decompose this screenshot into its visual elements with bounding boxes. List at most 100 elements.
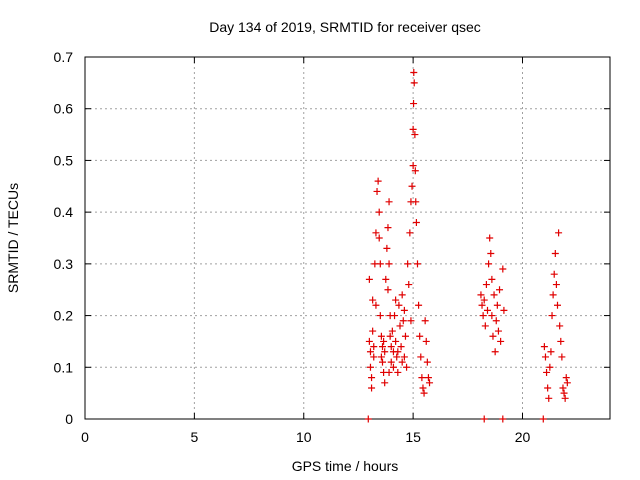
data-point [394,348,402,356]
data-point [556,322,564,330]
grid [85,57,610,419]
y-tick-label: 0.7 [54,49,74,65]
data-point [404,260,412,268]
data-point [419,384,427,392]
x-tick-label: 15 [405,429,421,445]
data-point [539,415,547,423]
data-point [398,291,406,299]
y-tick-label: 0.1 [54,359,74,375]
data-point [401,332,409,340]
data-point [559,384,567,392]
data-point [410,69,418,77]
data-point [480,415,488,423]
y-tick-label: 0.4 [54,204,74,220]
data-point [364,415,372,423]
data-point [400,306,408,314]
data-point [415,301,423,309]
data-point [490,291,498,299]
data-point [558,353,566,361]
data-point [368,374,376,382]
data-point [377,332,385,340]
data-point [398,358,406,366]
data-point [547,348,555,356]
data-point [487,250,495,258]
data-point [372,301,380,309]
data-point [383,244,391,252]
data-point [562,374,570,382]
data-point [381,348,389,356]
data-point [414,260,421,268]
data-point [478,301,486,309]
data-point [424,374,432,382]
data-point [488,275,496,283]
data-point [386,332,394,340]
x-axis-label: GPS time / hours [292,458,399,474]
data-point [410,79,418,87]
data-point [389,363,397,371]
data-point [366,363,374,371]
data-point [493,301,501,309]
data-point [555,229,563,237]
data-point [548,312,556,320]
chart-title: Day 134 of 2019, SRMTID for receiver qse… [209,19,481,35]
data-point [426,379,434,387]
data-point [482,281,490,289]
plot-frame [84,56,611,420]
data-point [380,337,388,345]
y-tick-label: 0.5 [54,152,74,168]
data-point [541,353,549,361]
data-point [388,327,396,335]
data-point [488,312,496,320]
data-point [365,275,373,283]
data-point [411,167,419,175]
data-point [400,353,408,361]
data-point [544,384,552,392]
data-point [412,218,420,226]
data-point [379,343,386,351]
data-point [384,224,392,232]
y-tick-label: 0 [65,411,73,427]
data-point [399,317,407,325]
data-point [420,389,428,397]
data-point [416,332,424,340]
x-tick-label: 5 [190,429,198,445]
data-point [499,265,507,273]
data-point [385,198,393,206]
x-tick-label: 20 [515,429,531,445]
data-point [393,353,401,361]
data-point [384,286,392,294]
data-point [387,343,395,351]
y-tick-label: 0.3 [54,256,74,272]
data-point [391,312,399,320]
data-point [375,234,383,242]
data-point [392,337,400,345]
data-point [552,281,560,289]
data-point [499,415,507,423]
data-point [385,260,393,268]
data-point [381,379,389,387]
data-point [365,337,373,345]
data-point [557,337,565,345]
data-point [422,337,430,345]
data-point [496,286,504,294]
data-point [418,374,426,382]
data-point [554,301,561,309]
data-point [379,358,386,366]
data-point [409,162,417,170]
data-point [370,343,378,351]
axis-ticks: 0 5 10 15 20 0 0.1 0.2 0.3 0.4 0.5 0.6 0.7 [54,49,610,445]
data-point [403,363,411,371]
data-point [543,368,551,376]
data-point [485,260,493,268]
data-point [549,291,557,299]
data-point [406,229,414,237]
data-point [373,187,381,195]
data-point [545,394,553,402]
data-point [370,353,378,361]
data-point [560,389,568,397]
data-point [423,358,431,366]
data-points [364,69,571,423]
data-point [382,275,390,283]
y-tick-label: 0.6 [54,101,74,117]
